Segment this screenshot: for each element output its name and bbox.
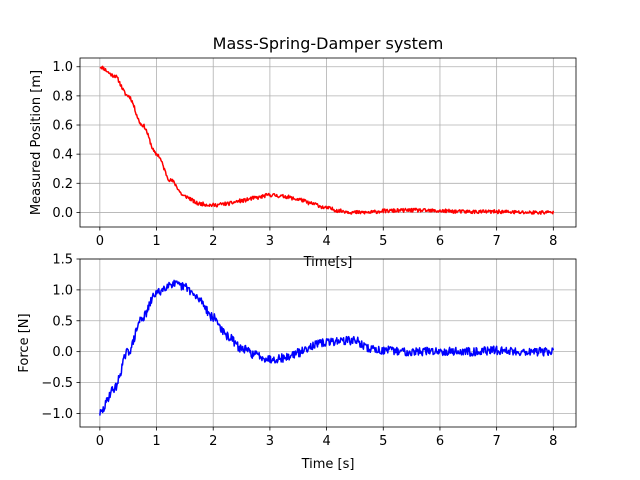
series-line (99, 65, 555, 215)
x-tick-label: 1 (152, 434, 160, 449)
y-tick-label: −0.5 (41, 376, 73, 391)
x-axis-label: Time [s] (301, 457, 355, 472)
x-tick-label: 3 (266, 434, 274, 449)
x-tick-label: 5 (379, 234, 387, 249)
y-axis-label: Force [N] (17, 313, 32, 372)
axes-frame (79, 258, 577, 428)
x-tick-label: 7 (492, 434, 500, 449)
series-line (99, 279, 555, 416)
y-tick-label: 0.4 (52, 148, 73, 163)
x-axis-label: Time[s] (303, 255, 353, 270)
y-tick-label: 1.0 (52, 283, 73, 298)
y-tick-label: 0.2 (52, 177, 73, 192)
y-tick-label: 0.6 (52, 119, 73, 134)
x-tick-label: 8 (549, 234, 557, 249)
y-tick-label: 0.5 (52, 314, 73, 329)
x-tick-label: 6 (436, 434, 444, 449)
position-subplot: 0 1 2 3 4 5 6 7 8 0.0 0.2 0.4 0.6 0.8 1.0 Mass-Spring-D… (29, 34, 577, 270)
x-tick-label: 8 (549, 434, 557, 449)
x-tick-label: 2 (209, 434, 217, 449)
axes-frame (79, 57, 577, 228)
x-tick-label: 7 (492, 234, 500, 249)
y-axis-label: Measured Position [m] (29, 70, 44, 215)
y-tick-label: 0.0 (52, 345, 73, 360)
x-tick-label: 5 (379, 434, 387, 449)
x-tick-label: 0 (96, 234, 104, 249)
y-tick-label: 1.0 (52, 60, 73, 75)
x-tick-label: 4 (322, 434, 330, 449)
x-tick-label: 3 (266, 234, 274, 249)
y-tick-label: 0.8 (52, 89, 73, 104)
chart-title: Mass-Spring-Damper system (213, 34, 444, 53)
x-tick-label: 1 (152, 234, 160, 249)
y-tick-label: 1.5 (52, 253, 73, 268)
force-subplot: 0 1 2 3 4 5 6 7 8 −1.0 −0.5 0.0 0.5 1.0 1.5 Time [s] For… (17, 253, 577, 472)
x-tick-label: 2 (209, 234, 217, 249)
y-tick-label: 0.0 (52, 206, 73, 221)
x-tick-label: 0 (96, 434, 104, 449)
x-tick-label: 4 (322, 234, 330, 249)
x-tick-label: 6 (436, 234, 444, 249)
y-tick-label: −1.0 (41, 407, 73, 422)
